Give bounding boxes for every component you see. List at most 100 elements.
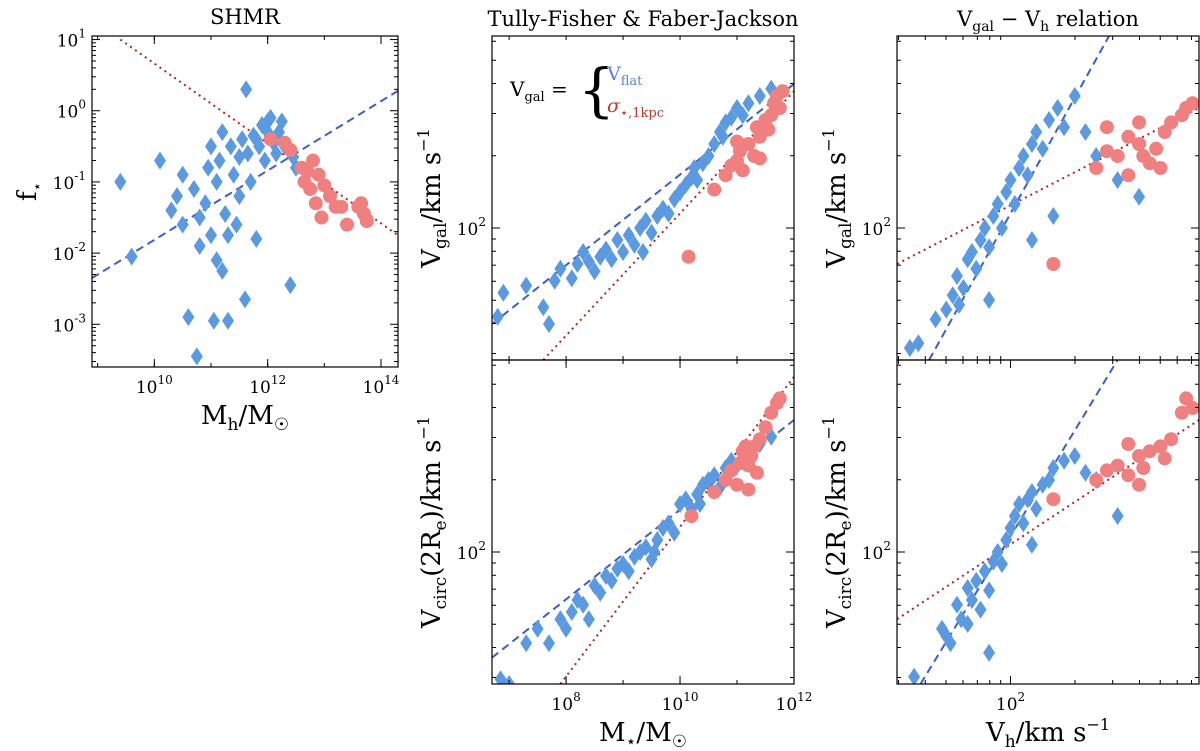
disc-point (210, 172, 223, 191)
disc-point (950, 595, 963, 614)
disc-point (588, 262, 601, 281)
disc-point (605, 250, 618, 269)
disc-point (953, 295, 966, 314)
elliptical-point (1132, 477, 1147, 492)
disc-point (662, 204, 675, 223)
disc-point (241, 144, 254, 163)
disc-point (908, 667, 921, 684)
disc-point (571, 255, 584, 273)
axis-label: Vgal/km s−1 (819, 128, 856, 269)
disc-point (940, 300, 953, 319)
axis-label: Vcirc(2Re)/km s−1 (819, 416, 856, 629)
panel-title: Vgal − Vh relation (956, 7, 1139, 35)
tick-label: 108 (551, 690, 580, 715)
disc-point (582, 252, 595, 271)
disc-point (639, 211, 652, 230)
tick-label: 1012 (249, 373, 286, 398)
disc-point (565, 269, 578, 288)
disc-point (1008, 195, 1021, 213)
tick-label: 102 (457, 215, 486, 240)
disc-point (742, 94, 755, 113)
plot-area (92, 38, 398, 366)
elliptical-point (1164, 432, 1179, 447)
elliptical-point (300, 164, 315, 179)
disc-point (978, 219, 991, 237)
disc-point (224, 137, 237, 156)
axes-frame (896, 359, 1200, 685)
disc-point (974, 231, 987, 249)
axis-label: Vcirc(2Re)/km s−1 (414, 416, 451, 629)
disc-point (250, 130, 263, 149)
disc-point (970, 259, 983, 278)
disc-point (1051, 99, 1064, 117)
disc-point (991, 543, 1004, 561)
disc-point (688, 159, 701, 177)
disc-point (1013, 159, 1026, 177)
disc-point (1004, 519, 1017, 537)
elliptical-point (741, 137, 756, 151)
disc-point (708, 466, 721, 485)
disc-point (1000, 183, 1013, 201)
elliptical-point (314, 210, 329, 225)
disc-point (1047, 207, 1060, 225)
disc-point (222, 226, 234, 245)
axes-frame (491, 359, 795, 685)
disc-point (983, 291, 996, 309)
disc-point (210, 251, 223, 270)
axis-label: Vgal/km s−1 (414, 128, 451, 269)
elliptical-point (359, 214, 374, 229)
elliptical-point (1121, 129, 1136, 144)
elliptical-point (1164, 115, 1179, 130)
elliptical-point (1089, 473, 1104, 487)
tick-label: 10-3 (53, 311, 86, 336)
disc-point (679, 490, 692, 509)
disc-point (154, 151, 166, 170)
elliptical-point (749, 465, 764, 480)
elliptical-point (277, 135, 292, 150)
disc-point (182, 308, 195, 327)
disc-point (662, 514, 675, 533)
tick-label: 102 (862, 215, 891, 240)
disc-point (503, 675, 516, 684)
disc-point (1000, 531, 1013, 549)
disc-point (594, 583, 607, 602)
disc-point (250, 229, 263, 248)
elliptical-point (707, 182, 722, 197)
tick-label: 1010 (662, 690, 699, 715)
tick-label: 10-2 (53, 240, 86, 265)
elliptical-point (317, 178, 332, 193)
elliptical-point (1142, 156, 1157, 171)
disc-point (946, 286, 959, 305)
disc-point (520, 634, 533, 653)
elliptical-point (1110, 149, 1125, 163)
disc-point (253, 137, 266, 156)
disc-point (1025, 135, 1038, 153)
elliptical-point (1174, 405, 1189, 420)
elliptical-point (681, 249, 696, 264)
axes-frame (491, 35, 795, 361)
disc-point (520, 276, 533, 295)
elliptical-point (1149, 141, 1164, 156)
disc-point (1090, 147, 1103, 165)
disc-point (270, 144, 283, 163)
disc-point (216, 261, 229, 280)
blue-fit-line (92, 89, 398, 279)
tick-label: 1010 (136, 373, 173, 398)
disc-point (1043, 111, 1056, 129)
elliptical-point (741, 482, 756, 497)
elliptical-point (772, 391, 787, 406)
disc-point (1021, 166, 1034, 185)
disc-point (577, 243, 590, 261)
disc-point (1004, 171, 1017, 189)
disc-point (753, 87, 766, 105)
tick-label: 100 (57, 98, 86, 123)
disc-point (1079, 123, 1092, 141)
disc-point (961, 579, 974, 597)
disc-point (240, 80, 253, 99)
disc-point (233, 187, 246, 206)
disc-point (611, 231, 624, 249)
disc-point (233, 148, 246, 167)
disc-point (216, 123, 229, 142)
disc-point (219, 204, 232, 223)
disc-point (554, 610, 567, 629)
